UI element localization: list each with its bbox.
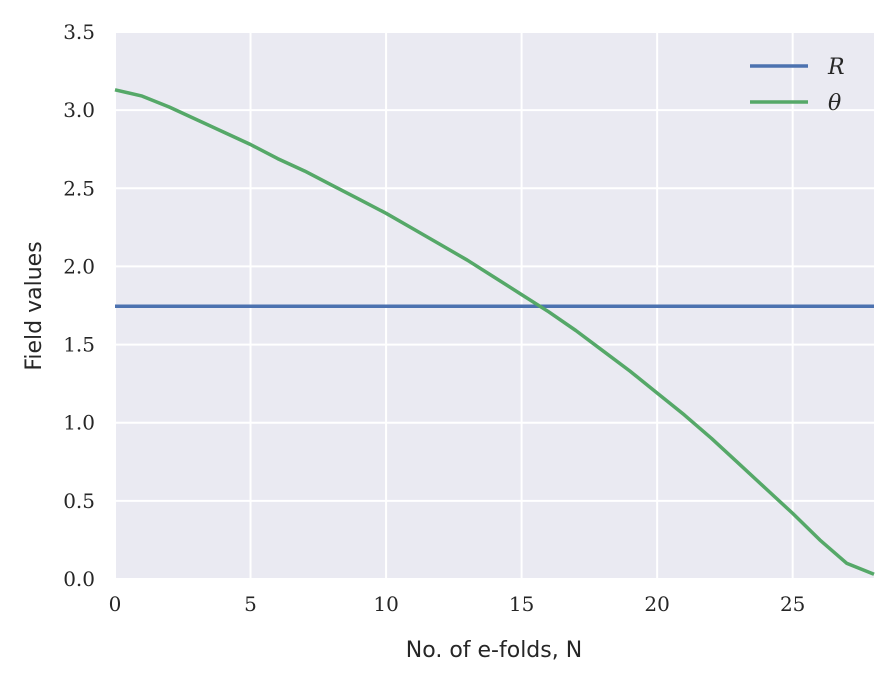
series-layer — [114, 88, 875, 576]
y-tick-label: 3.5 — [63, 20, 95, 44]
y-axis-label: Field values — [22, 241, 47, 370]
series-line-theta — [114, 88, 875, 576]
y-tick-label: 1.0 — [63, 411, 95, 435]
legend-label-r: R — [827, 55, 845, 80]
legend-label-theta: θ — [828, 91, 841, 116]
y-tick-label: 1.5 — [63, 333, 95, 357]
y-tick-label: 3.0 — [63, 98, 95, 122]
x-tick-label: 25 — [780, 592, 805, 616]
x-tick-label: 20 — [644, 592, 669, 616]
y-tick-label: 0.0 — [63, 567, 95, 591]
y-tick-label: 0.5 — [63, 489, 95, 513]
y-tick-label: 2.0 — [63, 254, 95, 278]
y-tick-label: 2.5 — [63, 176, 95, 200]
x-tick-label: 0 — [109, 592, 122, 616]
x-tick-label: 10 — [373, 592, 398, 616]
legend: R θ — [750, 55, 845, 116]
tick-labels: 0 5 10 15 20 25 0.0 0.5 1.0 1.5 2.0 2.5 3.0 3.5 — [63, 20, 805, 616]
x-tick-label: 15 — [509, 592, 534, 616]
x-axis-label: No. of e-folds, N — [406, 638, 582, 663]
x-tick-label: 5 — [244, 592, 257, 616]
